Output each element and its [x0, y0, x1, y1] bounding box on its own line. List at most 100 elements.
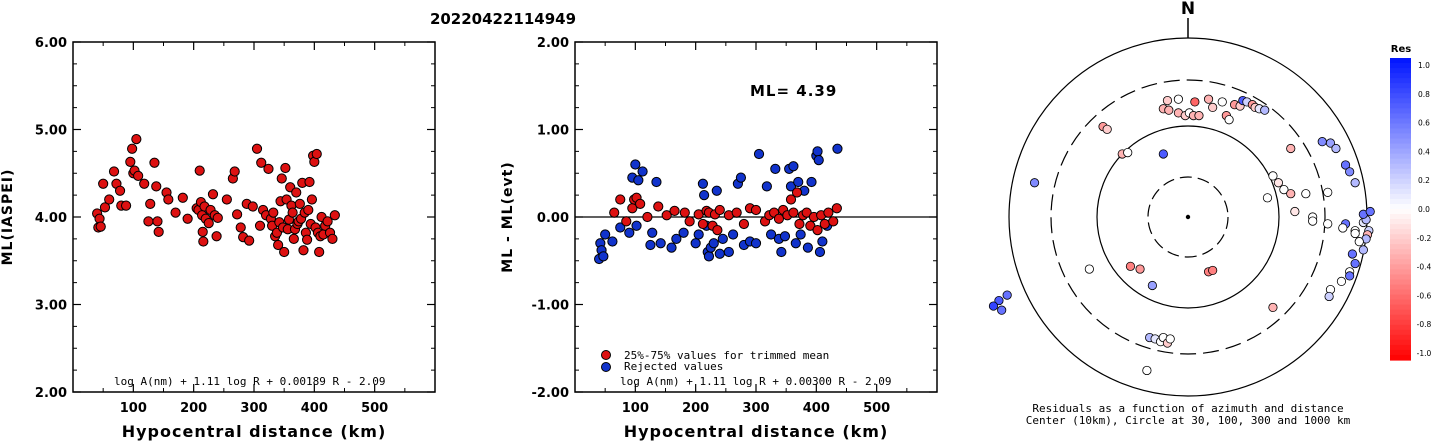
- x-tick-label: 400: [301, 401, 328, 416]
- residual-point: [1208, 102, 1218, 113]
- ml-residual-xlabel: Hypocentral distance (km): [624, 422, 889, 441]
- colorbar-segment: [1390, 148, 1411, 155]
- residual-point: [1123, 148, 1133, 158]
- colorbar-segment: [1390, 329, 1411, 336]
- data-point: [229, 166, 240, 177]
- residual-point: [1194, 111, 1204, 121]
- colorbar-segment: [1390, 103, 1411, 109]
- colorbar-segment: [1390, 88, 1411, 94]
- rejected-point: [717, 233, 728, 244]
- trimmed-point: [642, 211, 653, 223]
- rejected-point: [600, 229, 611, 240]
- residual-point: [1279, 185, 1289, 195]
- data-point: [294, 198, 305, 209]
- rejected-point: [631, 220, 642, 231]
- data-point: [298, 245, 309, 256]
- trimmed-point: [653, 201, 664, 212]
- residual-point: [1325, 138, 1336, 148]
- y-tick-label: 4.00: [35, 211, 67, 226]
- y-tick-label: 5.00: [35, 124, 67, 139]
- trimmed-point: [823, 207, 834, 218]
- colorbar-segment: [1390, 63, 1411, 69]
- rejected-point: [693, 229, 704, 240]
- rejected-point: [761, 181, 772, 192]
- data-point: [95, 221, 106, 232]
- data-point: [177, 192, 188, 203]
- y-tick-label: 2.00: [537, 36, 569, 51]
- trimmed-point: [831, 203, 842, 214]
- rejected-point: [795, 229, 806, 240]
- colorbar-tick-label: 1.0: [1418, 61, 1430, 70]
- ml-event-magnitude: ML= 4.39: [750, 82, 837, 100]
- ml-residual-ylabel: ML - ML(evt): [500, 161, 516, 272]
- colorbar-segment: [1390, 168, 1411, 175]
- residual-point: [1336, 276, 1347, 286]
- data-point: [254, 220, 266, 231]
- legend-marker-trimmed: [601, 350, 611, 360]
- y-tick-label: -1.00: [532, 299, 569, 314]
- colorbar-segment: [1390, 239, 1411, 245]
- trimmed-point: [679, 207, 690, 218]
- residual-point: [1308, 216, 1318, 226]
- rejected-point: [703, 251, 715, 262]
- data-point: [198, 236, 209, 247]
- rejected-point: [633, 175, 644, 186]
- data-point: [263, 163, 274, 174]
- colorbar-segment: [1390, 118, 1411, 125]
- rejected-point: [776, 246, 787, 258]
- rejected-point: [723, 246, 734, 258]
- residual-point: [1317, 137, 1327, 147]
- rejected-point: [793, 176, 804, 188]
- rejected-point: [814, 246, 826, 258]
- data-point: [276, 173, 287, 184]
- ml-residual-x-ticks: 100 200 300 400 500: [604, 42, 908, 416]
- colorbar-segment: [1390, 203, 1411, 210]
- data-point: [306, 194, 318, 205]
- data-point: [303, 204, 314, 216]
- colorbar-segment: [1390, 163, 1411, 170]
- trimmed-point: [712, 225, 723, 236]
- colorbar-segment: [1390, 354, 1411, 361]
- data-point: [304, 176, 315, 188]
- colorbar-segment: [1390, 324, 1411, 331]
- colorbar-segment: [1390, 339, 1411, 346]
- rejected-point: [832, 143, 843, 154]
- ml-iaspei-chart: 2.00 3.00 4.00 5.00 6.00 100 200 300 400 500 Hyp…: [0, 36, 436, 441]
- data-point: [139, 178, 150, 189]
- rejected-point: [813, 155, 824, 166]
- data-point: [108, 166, 120, 177]
- rejected-point: [678, 227, 689, 238]
- colorbar-segment: [1390, 304, 1411, 311]
- x-tick-label: 200: [682, 401, 709, 416]
- data-point: [268, 207, 279, 218]
- residual-point: [988, 301, 999, 311]
- colorbar-segment: [1390, 138, 1411, 145]
- data-point: [152, 216, 163, 227]
- residual-point: [1331, 143, 1341, 154]
- colorbar-segment: [1390, 294, 1411, 301]
- trimmed-point: [684, 216, 695, 227]
- rejected-point: [708, 238, 719, 249]
- residual-point: [1301, 189, 1311, 199]
- data-point: [287, 207, 298, 218]
- data-point: [273, 239, 284, 251]
- data-point: [329, 210, 340, 221]
- data-point: [221, 194, 232, 205]
- colorbar-segment: [1390, 183, 1411, 190]
- y-tick-label: -2.00: [532, 386, 569, 401]
- residual-point: [1084, 264, 1094, 274]
- rejected-point: [697, 178, 709, 189]
- colorbar-segment: [1390, 173, 1411, 180]
- colorbar-segment: [1390, 153, 1411, 160]
- residual-point: [1350, 178, 1360, 188]
- colorbar-segment: [1390, 319, 1411, 326]
- rejected-point: [630, 159, 641, 170]
- data-point: [98, 178, 109, 189]
- x-tick-label: 100: [622, 401, 649, 416]
- data-point: [311, 148, 322, 160]
- residual-point: [1125, 261, 1136, 271]
- residual-point: [1158, 149, 1168, 159]
- residual-point: [1345, 271, 1355, 281]
- colorbar-segment: [1390, 244, 1411, 250]
- data-point: [322, 216, 333, 227]
